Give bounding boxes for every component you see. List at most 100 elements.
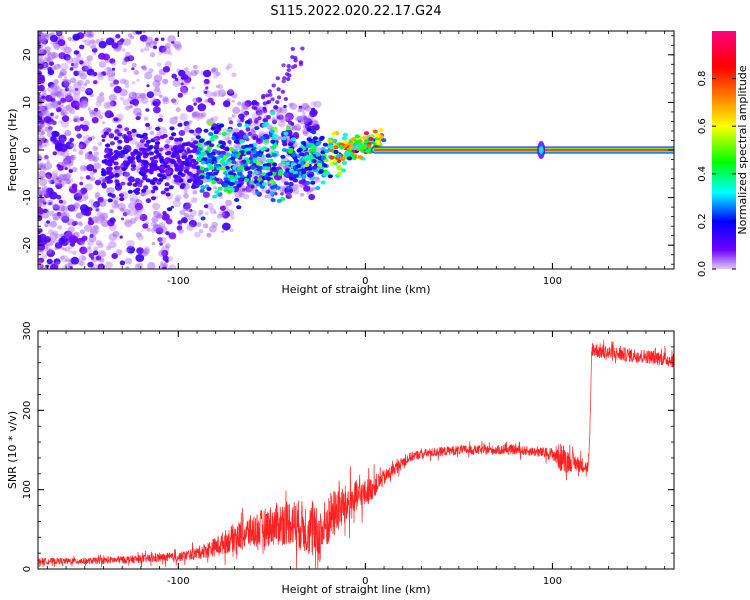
- heatmap-noise-point: [111, 67, 116, 71]
- heatmap-noise-point: [180, 82, 184, 86]
- heatmap-band-point: [312, 136, 318, 141]
- heatmap-noise-point: [283, 116, 289, 122]
- heatmap-band-point: [324, 149, 330, 154]
- heatmap-band-point: [157, 117, 163, 122]
- heatmap-band-point: [262, 182, 268, 187]
- heatmap-band-point: [310, 180, 316, 185]
- heatmap-band-point: [196, 142, 202, 147]
- heatmap-noise-point: [190, 197, 198, 204]
- heatmap-noise-point: [153, 88, 162, 97]
- heatmap-band-point: [197, 154, 203, 159]
- heatmap-x-ticks: -100 0 100: [46, 31, 666, 287]
- heatmap-noise-point: [44, 224, 48, 228]
- heatmap-noise-point: [79, 116, 85, 122]
- heatmap-noise-point: [265, 189, 271, 194]
- heatmap-band-point: [336, 153, 342, 158]
- heatmap-noise-point: [71, 57, 81, 65]
- heatmap-noise-point: [288, 181, 294, 187]
- heatmap-noise-point: [97, 141, 103, 146]
- heatmap-noise-point: [233, 144, 238, 149]
- heatmap-band-point: [206, 163, 213, 167]
- heatmap-noise-point: [124, 218, 131, 225]
- heatmap-noise-point: [113, 79, 119, 85]
- heatmap-noise-point: [46, 220, 50, 224]
- heatmap-noise-point: [39, 194, 43, 198]
- heatmap-noise-point: [260, 157, 266, 162]
- heatmap-noise-point: [92, 201, 101, 208]
- heatmap-noise-point: [39, 177, 44, 181]
- heatmap-band-point: [233, 139, 239, 144]
- heatmap-band-point: [103, 131, 109, 136]
- heatmap-band-point: [148, 145, 154, 149]
- heatmap-noise-point: [39, 40, 47, 47]
- heatmap-band-point: [265, 158, 271, 163]
- heatmap-band-point: [154, 141, 161, 146]
- heatmap-noise-point: [41, 33, 51, 42]
- heatmap-noise-point: [161, 249, 169, 257]
- heatmap-noise-point: [144, 36, 154, 45]
- heatmap-noise-point: [75, 101, 83, 108]
- heatmap-noise-point: [61, 215, 69, 223]
- heatmap-band-point: [291, 137, 297, 142]
- heatmap-noise-point: [311, 186, 316, 191]
- heatmap-noise-point: [183, 120, 190, 127]
- heatmap-noise-point: [47, 51, 52, 56]
- heatmap-noise-point: [51, 84, 57, 90]
- heatmap-band-point: [322, 142, 328, 147]
- heatmap-band-point: [117, 146, 123, 150]
- heatmap-noise-point: [78, 221, 83, 225]
- heatmap-noise-point: [153, 106, 161, 114]
- heatmap-noise-point: [55, 31, 63, 36]
- heatmap-noise-point: [289, 102, 298, 110]
- heatmap-noise-point: [47, 81, 55, 89]
- heatmap-noise-point: [206, 233, 211, 238]
- heatmap-noise-point: [197, 113, 205, 120]
- heatmap-noise-point: [94, 179, 102, 186]
- heatmap-noise-point: [285, 118, 290, 123]
- heatmap-band-point: [307, 173, 313, 178]
- heatmap-noise-point: [45, 139, 50, 144]
- heatmap-noise-point: [55, 107, 62, 113]
- heatmap-noise-point: [61, 80, 70, 88]
- heatmap-noise-point: [69, 108, 76, 115]
- heatmap-noise-point: [300, 103, 309, 110]
- heatmap-noise-point: [119, 260, 126, 266]
- heatmap-band-point: [115, 165, 121, 170]
- heatmap-noise-point: [53, 179, 61, 186]
- heatmap-noise-point: [238, 113, 245, 120]
- heatmap-band-point: [306, 127, 312, 132]
- heatmap-noise-point: [162, 97, 170, 105]
- heatmap-band-point: [223, 177, 229, 182]
- heatmap-noise-point: [193, 102, 197, 106]
- heatmap-noise-point: [108, 133, 115, 139]
- heatmap-noise-point: [93, 80, 98, 85]
- heatmap-noise-point: [65, 95, 73, 103]
- heatmap-noise-point: [40, 164, 44, 168]
- heatmap-noise-point: [188, 219, 197, 228]
- heatmap-band-point: [164, 187, 170, 192]
- heatmap-noise-point: [63, 81, 70, 87]
- heatmap-band-point: [107, 192, 113, 197]
- heatmap-noise-point: [54, 212, 59, 217]
- heatmap-band-point: [366, 144, 372, 149]
- heatmap-noise-point: [272, 119, 277, 125]
- heatmap-noise-point: [81, 100, 89, 108]
- heatmap-band-point: [236, 183, 242, 188]
- heatmap-noise-point: [53, 216, 59, 222]
- heatmap-noise-point: [152, 202, 161, 210]
- heatmap-noise-point: [91, 117, 99, 124]
- heatmap-streak-point: [255, 101, 260, 106]
- heatmap-band-point: [142, 135, 149, 140]
- heatmap-noise-point: [67, 262, 74, 268]
- heatmap-noise-point: [143, 116, 149, 121]
- heatmap-band-point: [247, 170, 253, 175]
- heatmap-noise-point: [141, 65, 147, 70]
- heatmap-band-point: [222, 155, 228, 160]
- heatmap-band-point: [138, 147, 144, 152]
- heatmap-noise-point: [72, 87, 81, 96]
- colorbar-gradient: [712, 31, 736, 269]
- heatmap-noise-point: [51, 173, 58, 180]
- heatmap-noise-point: [137, 95, 145, 102]
- heatmap-noise-point: [38, 198, 45, 204]
